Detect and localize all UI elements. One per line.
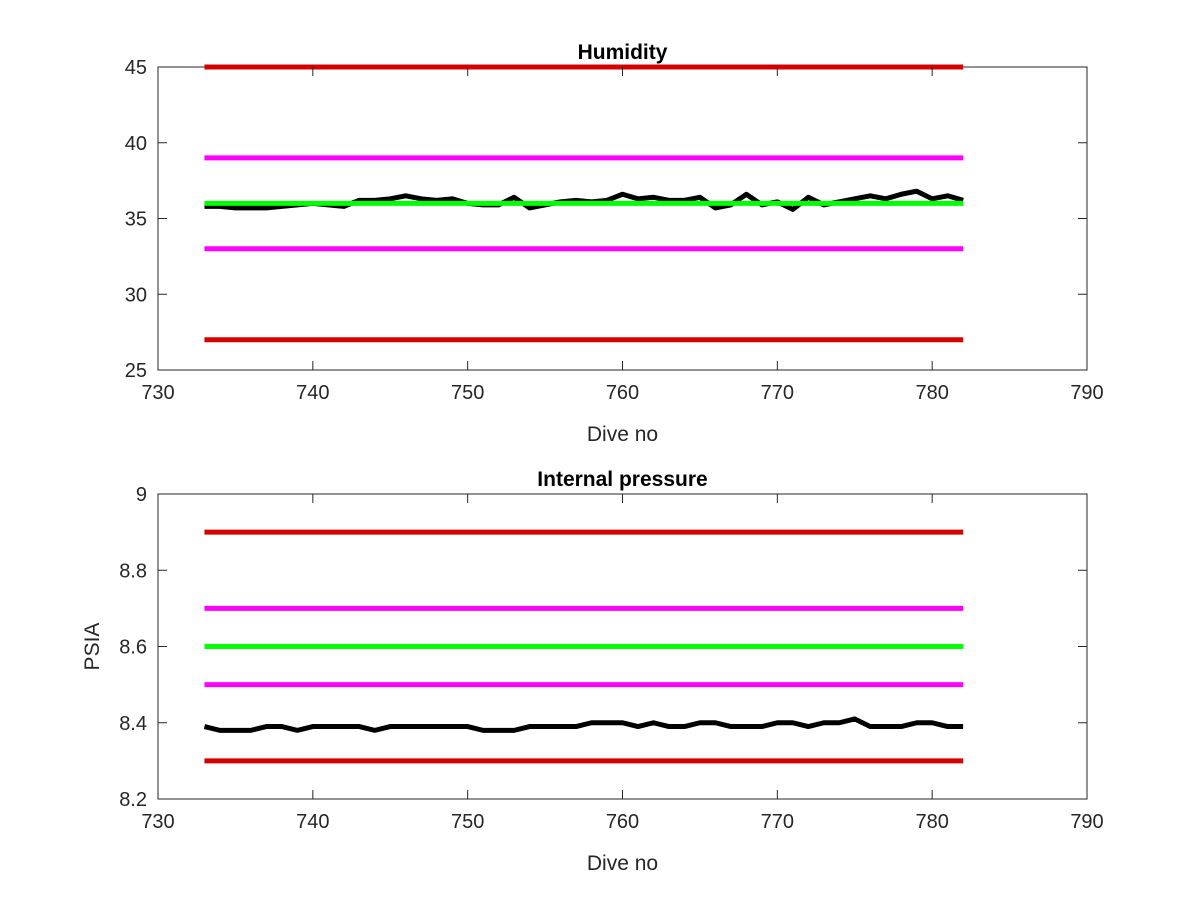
x-tick-label: 730 [141,811,174,833]
x-tick-label: 790 [1070,382,1103,404]
x-tick-label: 740 [296,811,329,833]
y-tick-label: 35 [125,209,147,231]
x-axis-label: Dive no [587,852,658,875]
y-tick-label: 8.2 [119,789,147,811]
chart-title: Internal pressure [537,468,707,491]
x-tick-label: 780 [915,811,948,833]
x-tick-label: 780 [915,382,948,404]
chart-1: 730 740 750 760 770 780 790 25 30 35 40 45 Humidity D… [125,41,1104,446]
series-group [204,64,964,343]
series-line-3 [204,188,964,212]
y-tick-label: 9 [136,484,147,506]
series-group [203,529,964,764]
x-tick-label: 750 [451,382,484,404]
x-tick-label: 750 [451,811,484,833]
x-tick-label: 730 [141,382,174,404]
y-tick-label: 40 [125,133,147,155]
x-tick-label: 740 [296,382,329,404]
x-axis-label: Dive no [587,423,658,446]
chart-title: Humidity [578,41,668,64]
x-tick-label: 760 [606,811,639,833]
chart-2: 730 740 750 760 770 780 790 8.2 8.4 8.6 8.8 9 Intern… [81,468,1104,875]
x-tick-label: 760 [606,382,639,404]
plot-area [157,66,1088,371]
x-tick-label: 770 [761,811,794,833]
y-axis-label: PSIA [81,623,104,671]
y-tick-label: 8.8 [119,560,147,582]
y-tick-label: 25 [125,360,147,382]
x-tick-label: 790 [1070,811,1103,833]
y-tick-label: 8.4 [119,713,147,735]
y-tick-label: 45 [125,57,147,79]
x-tick-label: 770 [761,382,794,404]
y-tick-label: 30 [125,284,147,306]
series-line-5 [203,716,964,733]
y-tick-label: 8.6 [119,637,147,659]
